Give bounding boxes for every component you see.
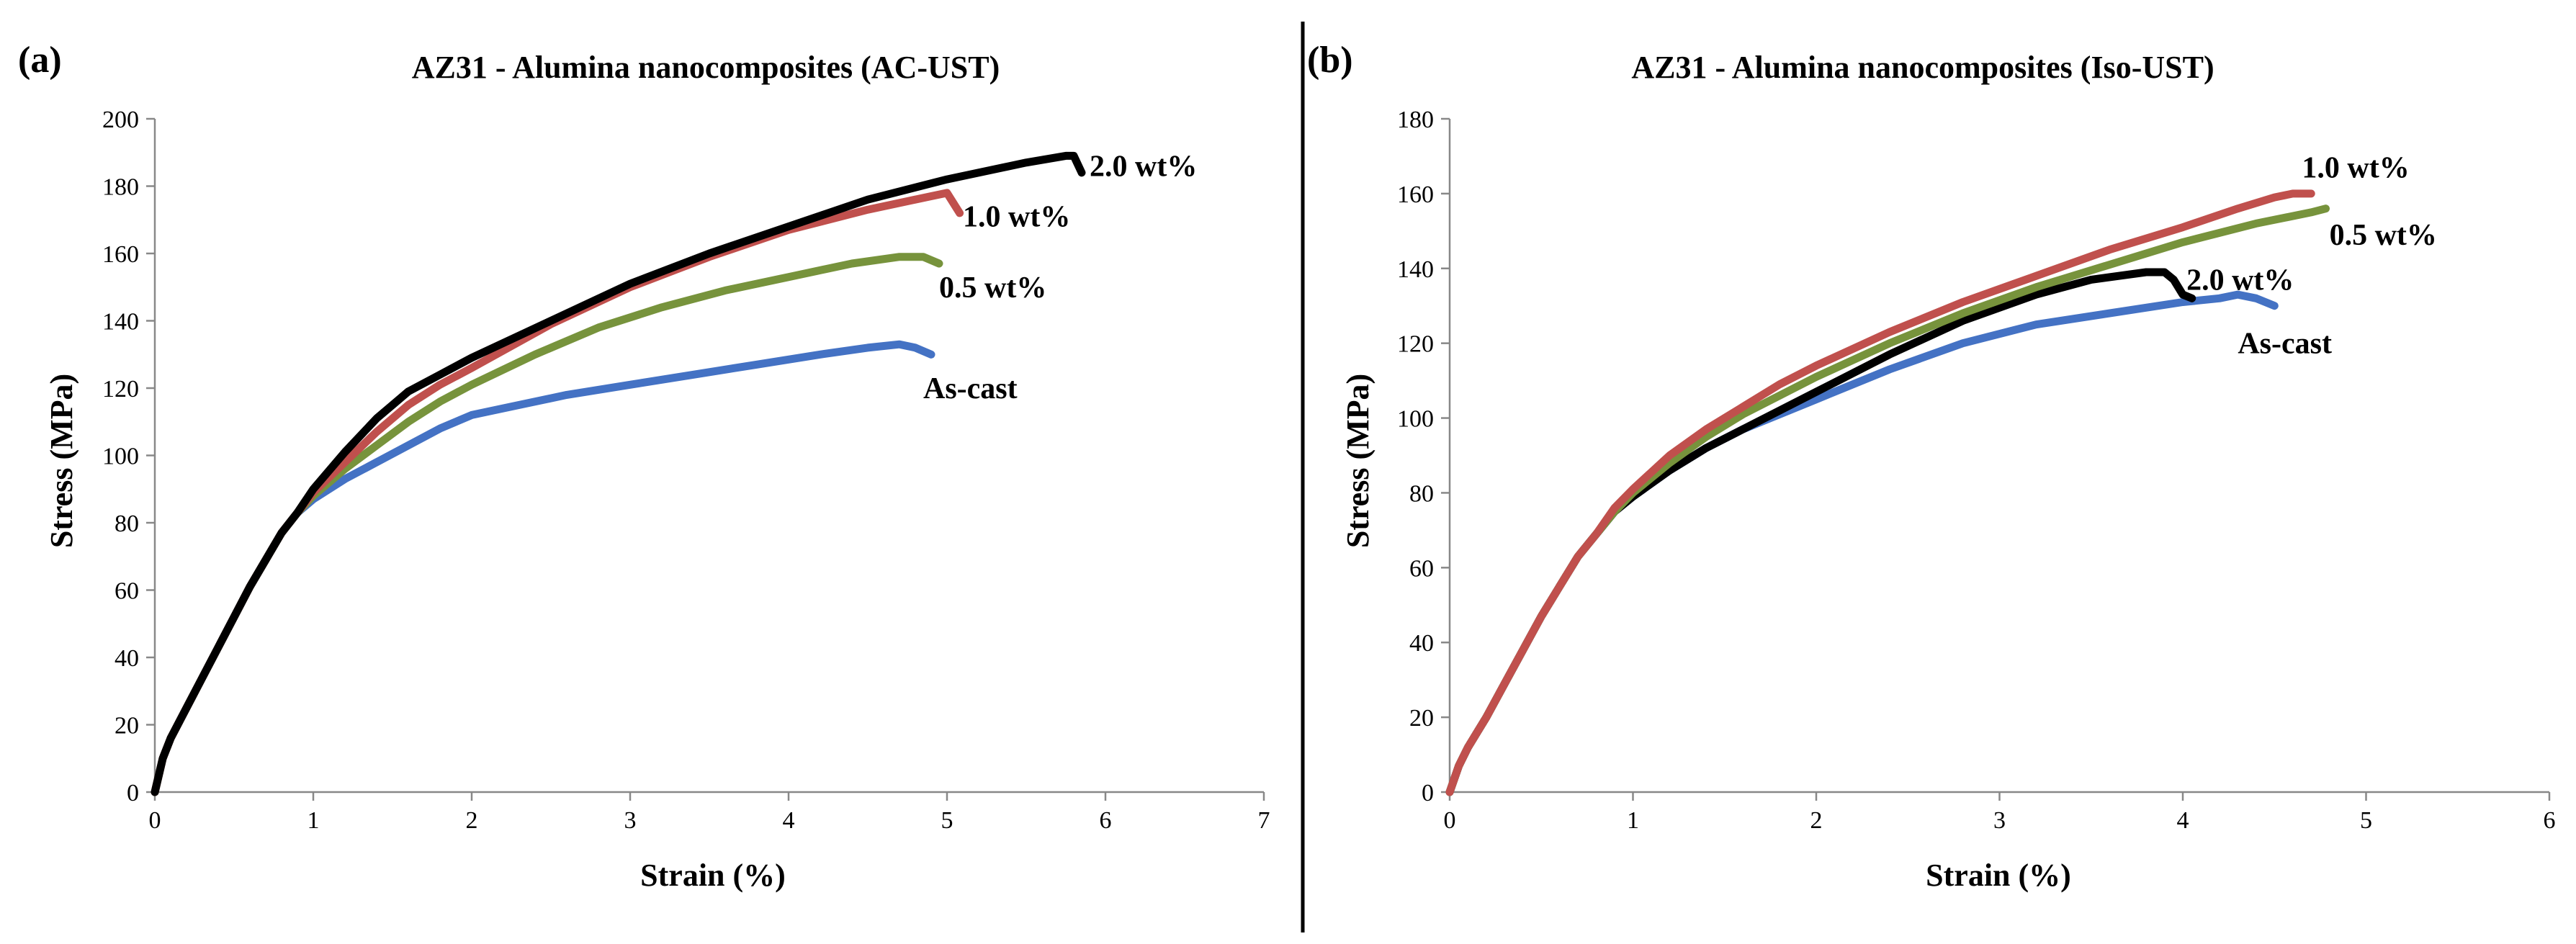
panel-label-a: (a) xyxy=(18,40,62,81)
x-tick-label-a-6: 6 xyxy=(1100,807,1112,834)
series-label-a-as-cast: As-cast xyxy=(923,372,1018,405)
x-axis-label-a: Strain (%) xyxy=(640,858,786,893)
x-tick-label-b-5: 5 xyxy=(2360,807,2372,834)
x-tick-label-a-2: 2 xyxy=(466,807,478,834)
y-axis-label-b: Stress (MPa) xyxy=(1340,374,1375,548)
y-tick-label-a-160: 160 xyxy=(102,241,139,268)
y-tick-label-b-40: 40 xyxy=(1409,630,1434,657)
y-tick-label-a-0: 0 xyxy=(127,780,139,806)
y-tick-label-a-60: 60 xyxy=(115,578,139,605)
y-tick-label-b-80: 80 xyxy=(1409,480,1434,507)
y-tick-label-b-60: 60 xyxy=(1409,555,1434,582)
y-tick-label-a-20: 20 xyxy=(115,713,139,740)
x-tick-label-a-7: 7 xyxy=(1258,807,1270,834)
x-tick-label-b-1: 1 xyxy=(1627,807,1639,834)
y-tick-label-a-140: 140 xyxy=(102,309,139,336)
y-tick-label-b-160: 160 xyxy=(1397,181,1434,208)
y-tick-label-a-100: 100 xyxy=(102,444,139,470)
y-axis-label-a: Stress (MPa) xyxy=(44,374,79,548)
series-label-b-1-0-wt: 1.0 wt% xyxy=(2302,152,2409,185)
series-line-b-1-0-wt xyxy=(1445,189,2315,796)
series-label-a-0-5-wt: 0.5 wt% xyxy=(939,271,1046,305)
y-tick-label-b-120: 120 xyxy=(1397,331,1434,358)
chart-panel-a: (a) AZ31 - Alumina nanocomposites (AC-US… xyxy=(18,40,1270,893)
chart-panel-b: (b) AZ31 - Alumina nanocomposites (Iso-U… xyxy=(1307,40,2556,893)
x-tick-label-a-3: 3 xyxy=(624,807,637,834)
y-tick-label-a-80: 80 xyxy=(115,511,139,537)
series-label-a-1-0-wt: 1.0 wt% xyxy=(963,201,1070,234)
series-label-b-0-5-wt: 0.5 wt% xyxy=(2330,219,2437,252)
x-tick-label-b-2: 2 xyxy=(1810,807,1823,834)
chart-title-b: AZ31 - Alumina nanocomposites (Iso-UST) xyxy=(1631,50,2214,85)
y-tick-label-b-20: 20 xyxy=(1409,705,1434,732)
x-tick-label-b-4: 4 xyxy=(2177,807,2189,834)
y-tick-label-a-40: 40 xyxy=(115,645,139,672)
x-axis-label-b: Strain (%) xyxy=(1926,858,2071,893)
x-tick-label-a-1: 1 xyxy=(308,807,320,834)
y-tick-label-b-180: 180 xyxy=(1397,107,1434,133)
y-tick-label-b-0: 0 xyxy=(1422,780,1434,806)
y-tick-label-b-100: 100 xyxy=(1397,406,1434,433)
series-label-b-as-cast: As-cast xyxy=(2238,328,2332,361)
y-tick-label-a-120: 120 xyxy=(102,376,139,403)
x-tick-label-a-4: 4 xyxy=(783,807,795,834)
chart-title-a: AZ31 - Alumina nanocomposites (AC-UST) xyxy=(412,50,1000,85)
series-line-a-2-0-wt xyxy=(151,151,1086,796)
series-label-a-2-0-wt: 2.0 wt% xyxy=(1090,150,1197,183)
y-tick-label-a-180: 180 xyxy=(102,174,139,201)
series-label-b-2-0-wt: 2.0 wt% xyxy=(2186,264,2294,297)
y-tick-label-a-200: 200 xyxy=(102,107,139,133)
x-tick-label-b-3: 3 xyxy=(1993,807,2006,834)
x-tick-label-a-5: 5 xyxy=(941,807,953,834)
y-tick-label-b-140: 140 xyxy=(1397,256,1434,283)
x-tick-label-a-0: 0 xyxy=(149,807,161,834)
x-tick-label-b-6: 6 xyxy=(2544,807,2556,834)
panel-label-b: (b) xyxy=(1307,40,1353,81)
x-tick-label-b-0: 0 xyxy=(1444,807,1456,834)
